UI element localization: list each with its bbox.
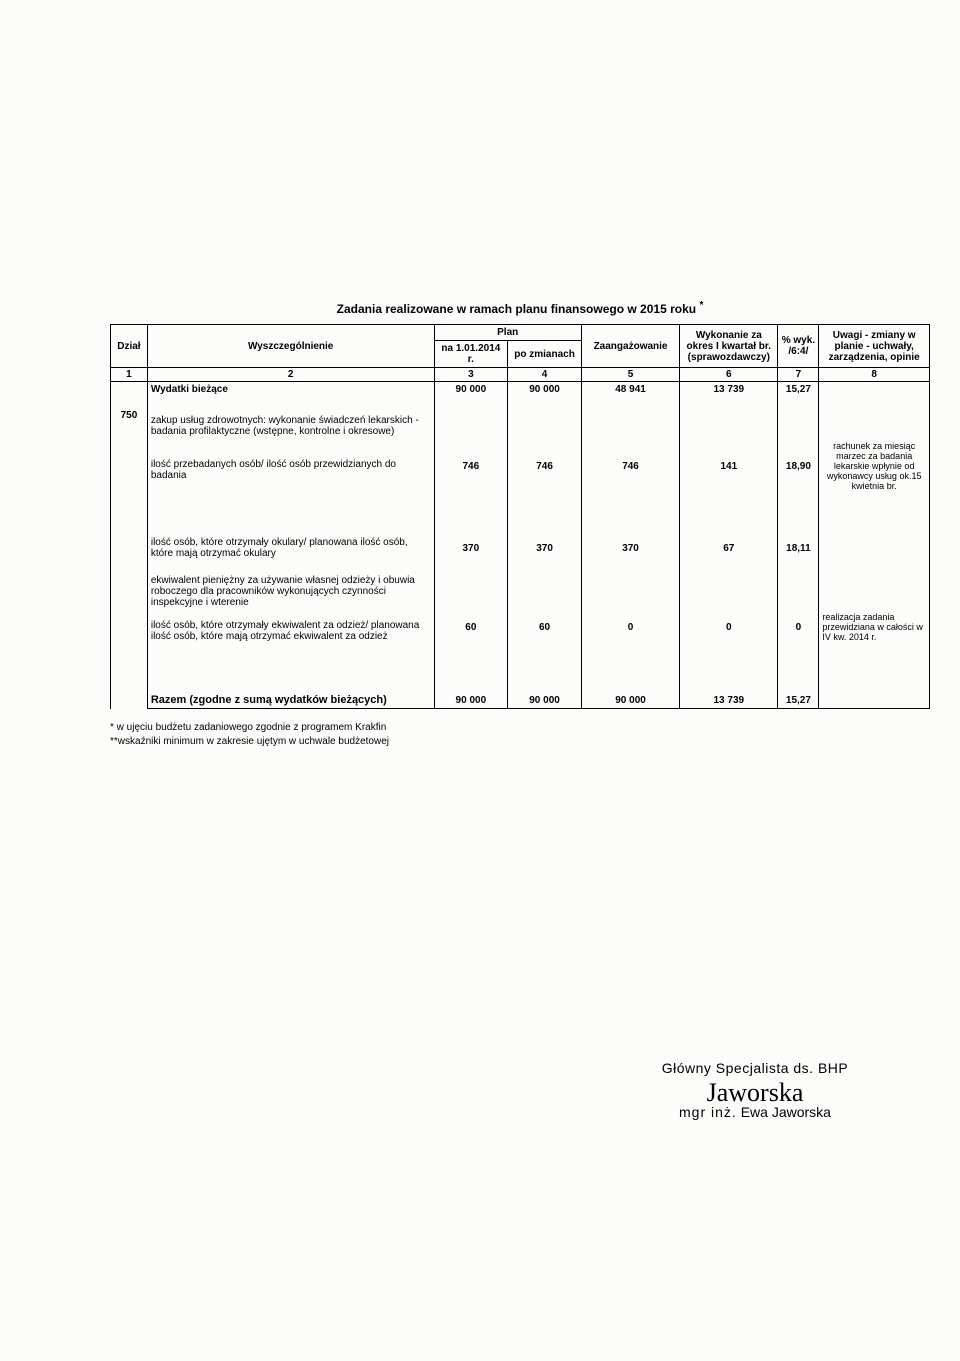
table-row: ekwiwalent pieniężny za używanie własnej…: [111, 561, 930, 610]
title-text: Zadania realizowane w ramach planu finan…: [337, 302, 696, 316]
cell-c3: 90 000: [434, 692, 508, 709]
cell-c7: 15,27: [778, 692, 819, 709]
idx-6: 6: [680, 368, 778, 382]
page-content: Zadania realizowane w ramach planu finan…: [110, 300, 930, 749]
th-plan-group: Plan: [434, 325, 581, 341]
idx-8: 8: [819, 368, 930, 382]
cell-c5: 90 000: [581, 692, 679, 709]
signature-name-line: mgr inż. Ewa Jaworska: [580, 1104, 930, 1120]
th-plan-po: po zmianach: [508, 341, 582, 368]
idx-7: 7: [778, 368, 819, 382]
idx-1: 1: [111, 368, 148, 382]
cell-c7: 18,11: [778, 535, 819, 561]
th-zaang: Zaangażowanie: [581, 325, 679, 368]
th-uwagi: Uwagi - zmiany w planie - uchwały, zarzą…: [819, 325, 930, 368]
table-index-row: 1 2 3 4 5 6 7 8: [111, 368, 930, 382]
table-row: [111, 493, 930, 535]
cell-label: ilość osób, które otrzymały ekwiwalent z…: [147, 610, 434, 644]
cell-c3: 90 000: [434, 382, 508, 398]
th-dzial: Dział: [111, 325, 148, 368]
cell-c7: 0: [778, 610, 819, 644]
cell-c7: 15,27: [778, 382, 819, 398]
table-row: 750 Wydatki bieżące 90 000 90 000 48 941…: [111, 382, 930, 398]
th-wysz: Wyszczególnienie: [147, 325, 434, 368]
cell-c3: 746: [434, 439, 508, 493]
idx-2: 2: [147, 368, 434, 382]
cell-desc1: zakup usług zdrowotnych: wykonanie świad…: [147, 397, 434, 439]
cell-c5: 0: [581, 610, 679, 644]
cell-label: ilość osób, które otrzymały okulary/ pla…: [147, 535, 434, 561]
idx-3: 3: [434, 368, 508, 382]
signature-block: Główny Specjalista ds. BHP Jaworska mgr …: [580, 1060, 930, 1120]
th-pct: % wyk. /6:4/: [778, 325, 819, 368]
table-row: zakup usług zdrowotnych: wykonanie świad…: [111, 397, 930, 439]
cell-c5: 48 941: [581, 382, 679, 398]
cell-c4: 746: [508, 439, 582, 493]
cell-c6: 141: [680, 439, 778, 493]
cell-c6: 0: [680, 610, 778, 644]
cell-c8: [819, 692, 930, 709]
cell-c6: 67: [680, 535, 778, 561]
cell-c6: 13 739: [680, 382, 778, 398]
cell-label: Wydatki bieżące: [147, 382, 434, 398]
title-footnote-marker: *: [699, 300, 703, 311]
table-row-razem: Razem (zgodne z sumą wydatków bieżących)…: [111, 692, 930, 709]
cell-label: Razem (zgodne z sumą wydatków bieżących): [147, 692, 434, 709]
idx-4: 4: [508, 368, 582, 382]
th-plan-na: na 1.01.2014 r.: [434, 341, 508, 368]
table-row: [111, 644, 930, 692]
cell-c4: 90 000: [508, 382, 582, 398]
page-title: Zadania realizowane w ramach planu finan…: [110, 300, 930, 316]
footnotes: * w ujęciu budżetu zadaniowego zgodnie z…: [110, 721, 930, 749]
cell-c4: 90 000: [508, 692, 582, 709]
finance-table: Dział Wyszczególnienie Plan Zaangażowani…: [110, 324, 930, 709]
th-wyk: Wykonanie za okres I kwartał br. (sprawo…: [680, 325, 778, 368]
cell-c4: 370: [508, 535, 582, 561]
idx-5: 5: [581, 368, 679, 382]
footnote-1: * w ujęciu budżetu zadaniowego zgodnie z…: [110, 721, 930, 735]
signature-name-prefix: mgr inż.: [679, 1104, 737, 1120]
cell-c5: 370: [581, 535, 679, 561]
table-row: ilość osób, które otrzymały ekwiwalent z…: [111, 610, 930, 644]
footnote-2: **wskaźniki minimum w zakresie ujętym w …: [110, 735, 930, 749]
cell-c8: rachunek za miesiąc marzec za badania le…: [819, 439, 930, 493]
cell-c7: 18,90: [778, 439, 819, 493]
table-header-row: Dział Wyszczególnienie Plan Zaangażowani…: [111, 325, 930, 341]
cell-c5: 746: [581, 439, 679, 493]
table-row: ilość osób, które otrzymały okulary/ pla…: [111, 535, 930, 561]
signature-title: Główny Specjalista ds. BHP: [580, 1060, 930, 1076]
cell-c8: realizacja zadania przewidziana w całośc…: [819, 610, 930, 644]
cell-c6: 13 739: [680, 692, 778, 709]
cell-c4: 60: [508, 610, 582, 644]
cell-dzial: 750: [111, 382, 148, 709]
cell-c8: [819, 535, 930, 561]
cell-desc2: ekwiwalent pieniężny za używanie własnej…: [147, 561, 434, 610]
table-row: ilość przebadanych osób/ ilość osób prze…: [111, 439, 930, 493]
signature-name: Ewa Jaworska: [741, 1104, 831, 1120]
cell-label: ilość przebadanych osób/ ilość osób prze…: [147, 439, 434, 493]
cell-c3: 370: [434, 535, 508, 561]
signature-handwriting: Jaworska: [580, 1080, 930, 1106]
cell-c8: [819, 382, 930, 398]
cell-c3: 60: [434, 610, 508, 644]
